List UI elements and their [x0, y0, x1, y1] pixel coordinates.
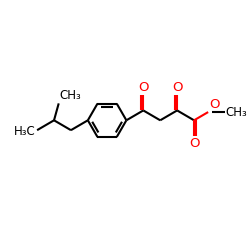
Text: O: O — [189, 137, 199, 150]
Text: O: O — [209, 98, 220, 111]
Text: O: O — [138, 81, 148, 94]
Text: O: O — [172, 81, 182, 94]
Text: H₃C: H₃C — [14, 124, 35, 138]
Text: CH₃: CH₃ — [226, 106, 247, 118]
Text: CH₃: CH₃ — [60, 89, 82, 102]
